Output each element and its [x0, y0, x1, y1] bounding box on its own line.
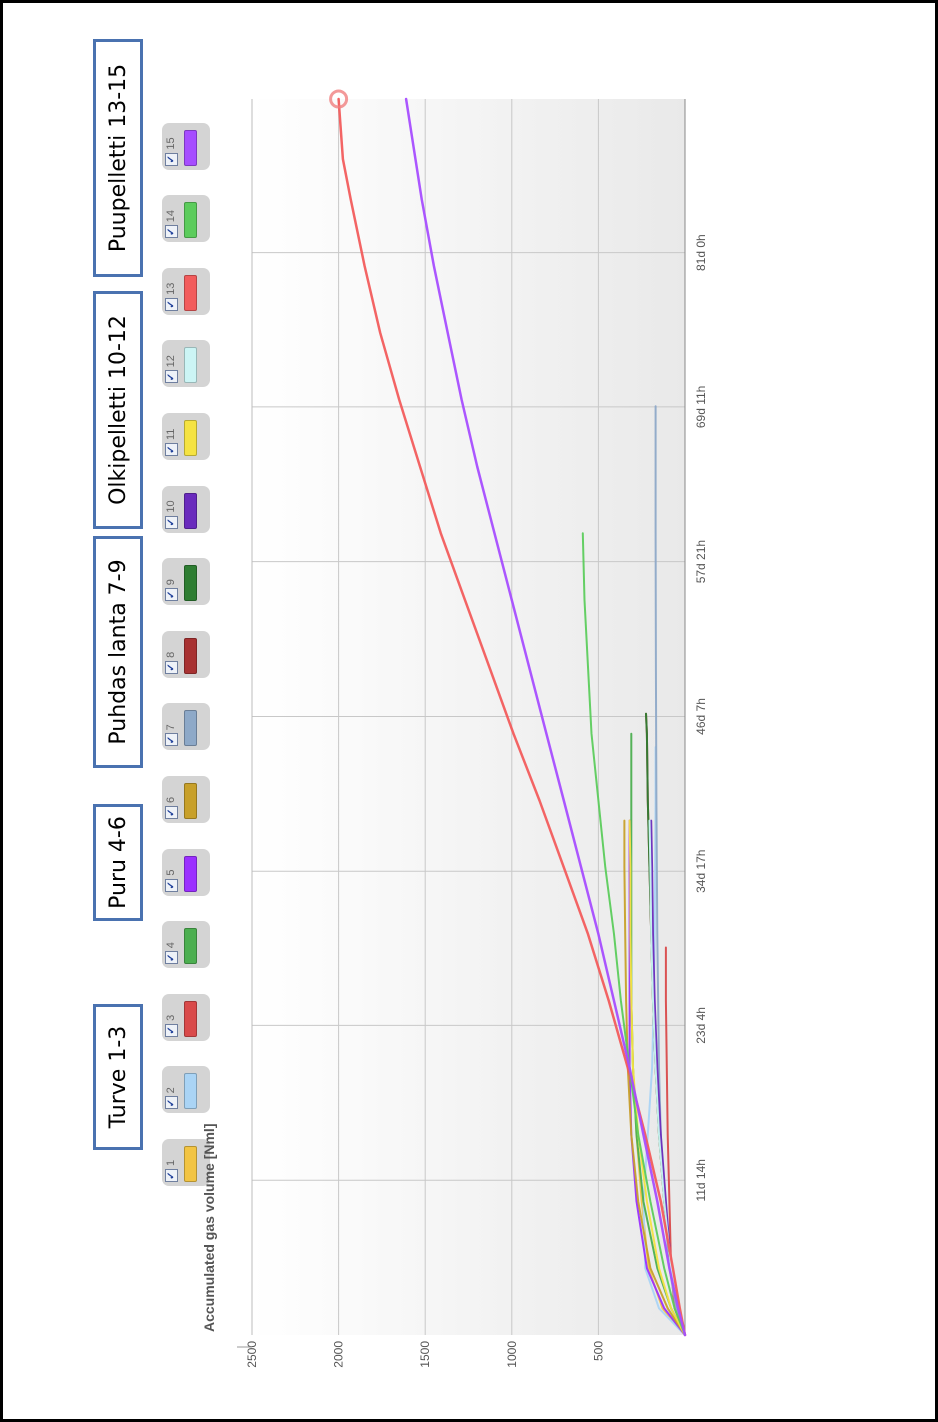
y-tick-label: 1000 — [505, 1341, 519, 1368]
x-tick-label: 46d 7h — [694, 698, 708, 735]
x-tick-label: 23d 4h — [694, 1007, 708, 1044]
x-tick-label: 69d 11h — [694, 386, 708, 429]
y-axis-title: Accumulated gas volume [Nml] — [201, 1124, 217, 1333]
y-tick-label: 500 — [591, 1341, 605, 1361]
series-line-3 — [664, 946, 686, 1336]
series-line-15 — [404, 97, 687, 1337]
y-tick-label: 2500 — [245, 1341, 259, 1368]
x-tick-label: 34d 17h — [694, 850, 708, 893]
series-line-13 — [337, 97, 687, 1337]
y-tick-label: 1500 — [418, 1341, 432, 1368]
x-tick-label: 11d 14h — [694, 1159, 708, 1202]
series-line-2 — [642, 746, 686, 1336]
series-line-14 — [581, 532, 686, 1336]
x-tick-label: 81d 0h — [694, 234, 708, 271]
highlight-marker — [329, 89, 349, 109]
series-line-6 — [623, 819, 686, 1336]
x-tick-label: 57d 21h — [694, 540, 708, 583]
plot-background — [252, 99, 685, 1335]
y-tick-label: 2000 — [332, 1341, 346, 1368]
